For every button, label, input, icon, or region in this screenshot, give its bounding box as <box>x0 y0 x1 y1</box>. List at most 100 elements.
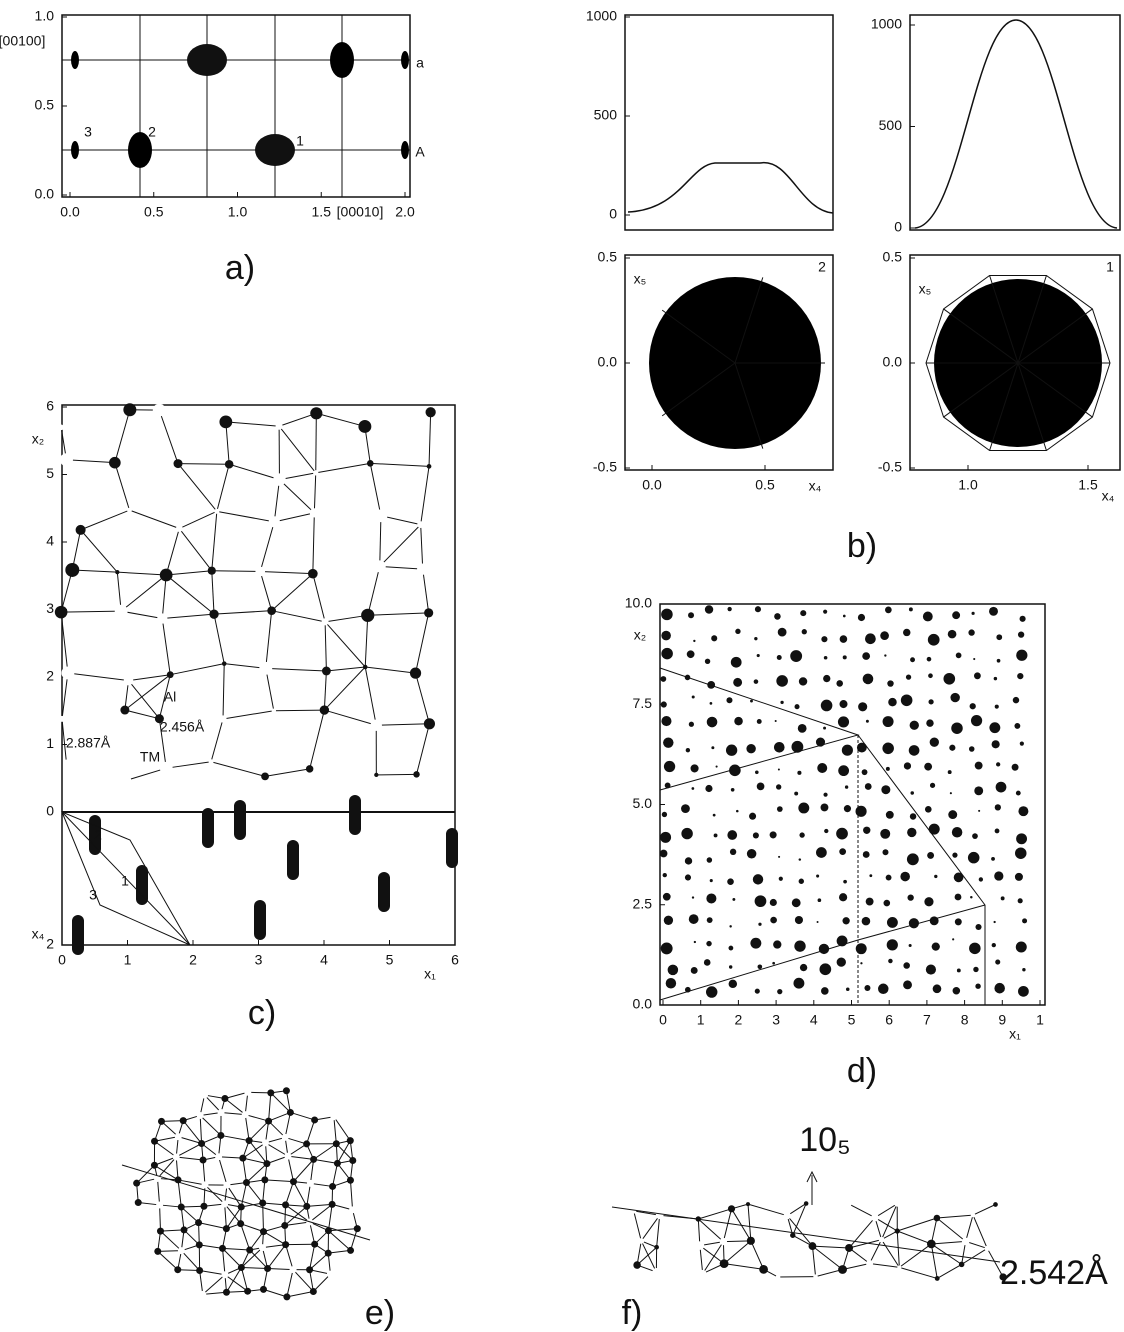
c-bond <box>368 613 429 615</box>
density-peak <box>750 700 753 703</box>
density-peak <box>910 813 916 819</box>
density-peak <box>863 674 874 685</box>
density-peak <box>753 832 759 838</box>
density-peak <box>687 650 695 658</box>
e-bond <box>160 1230 183 1231</box>
c-atom <box>358 420 371 433</box>
density-peak <box>974 672 981 679</box>
c-atom <box>64 760 70 766</box>
density-peak <box>956 652 962 658</box>
density-peak <box>757 654 760 657</box>
e-bond <box>178 1137 201 1144</box>
e-bond <box>268 1269 293 1270</box>
c-bond <box>380 516 381 567</box>
e-atom <box>195 1219 202 1226</box>
density-peak <box>824 829 828 833</box>
x-tick-label: 9 <box>998 1012 1006 1028</box>
density-peak <box>906 674 911 679</box>
frame-d <box>660 604 1045 1005</box>
density-peak <box>792 898 801 907</box>
density-peak <box>660 676 666 682</box>
axis-label: x₁ <box>424 966 436 982</box>
density-peak <box>823 793 827 797</box>
c-atom <box>410 668 421 679</box>
f-bond <box>897 1218 937 1231</box>
y-tick-label: 2.5 <box>633 895 653 911</box>
e-atom <box>201 1181 208 1188</box>
f-bond <box>812 1246 849 1248</box>
e-atom <box>265 1118 272 1125</box>
x-tick-label: 1.0 <box>228 204 248 220</box>
density-peak <box>869 874 872 877</box>
density-peak <box>770 917 777 924</box>
density-peak <box>732 898 735 901</box>
e-atom <box>219 1245 226 1252</box>
density-peak <box>948 630 957 639</box>
c-bond <box>324 667 365 710</box>
density-peak <box>793 978 804 989</box>
density-peak <box>705 785 712 792</box>
x-tick-label: 1 <box>1036 1012 1044 1028</box>
density-peak <box>866 898 874 906</box>
f-atom <box>746 1202 750 1206</box>
y-tick-label: 5 <box>46 465 54 481</box>
x-tick-label: 2 <box>735 1012 743 1028</box>
c-bond <box>211 762 265 777</box>
e-bond <box>241 1224 250 1250</box>
x-tick-label: 2.0 <box>395 204 415 220</box>
density-peak <box>770 831 777 838</box>
e-atom <box>349 1206 356 1213</box>
density-peak <box>927 657 932 662</box>
c-atom <box>363 665 368 670</box>
e-bond <box>269 1093 271 1121</box>
e-atom <box>287 1109 294 1116</box>
c-atom <box>58 425 64 431</box>
y-tick-label: 0 <box>894 219 902 235</box>
y-tick-label: 0.0 <box>35 186 55 202</box>
e-bond <box>293 1182 306 1207</box>
e-bond <box>225 1204 227 1229</box>
e-atom <box>303 1203 310 1210</box>
panel-label: d) <box>847 1052 877 1090</box>
c-atom <box>424 718 435 729</box>
density-peak <box>843 655 847 659</box>
density-peak <box>887 917 898 928</box>
density-peak <box>706 986 717 997</box>
c-atom <box>214 509 219 514</box>
c-bond <box>380 566 423 569</box>
c-bond <box>279 426 316 473</box>
f-atom <box>728 1205 735 1212</box>
y-tick-label: 5.0 <box>633 795 653 811</box>
e-bond <box>200 1271 225 1275</box>
contour <box>401 141 409 159</box>
y-tick-label: 0.5 <box>598 249 618 265</box>
f-bond <box>937 1264 961 1278</box>
c-bond <box>179 511 217 528</box>
x-tick-label: 3 <box>772 1012 780 1028</box>
e-atom <box>221 1095 228 1102</box>
e-bond <box>199 1245 222 1248</box>
density-peak <box>691 764 699 772</box>
c-atom <box>417 563 428 574</box>
density-peak <box>1016 791 1021 796</box>
annotation: 1 <box>121 873 129 889</box>
density-peak <box>948 770 952 774</box>
f-bond <box>700 1246 724 1264</box>
y-tick-label: 0.5 <box>35 97 55 113</box>
e-bond <box>176 1157 203 1160</box>
annotation: A <box>415 144 425 160</box>
density-peak <box>774 613 781 620</box>
c-bond <box>178 464 229 465</box>
density-peak <box>746 744 755 753</box>
density-peak <box>817 921 819 923</box>
f-atom <box>638 1238 644 1244</box>
e-bond <box>157 1178 159 1205</box>
density-peak <box>973 658 975 660</box>
c-atom <box>109 457 121 469</box>
f-bond <box>812 1246 842 1269</box>
e-atom <box>329 1183 336 1190</box>
e-atom <box>244 1089 251 1096</box>
c-bond <box>129 510 179 528</box>
c-atom <box>417 521 424 528</box>
density-peak <box>927 852 934 859</box>
